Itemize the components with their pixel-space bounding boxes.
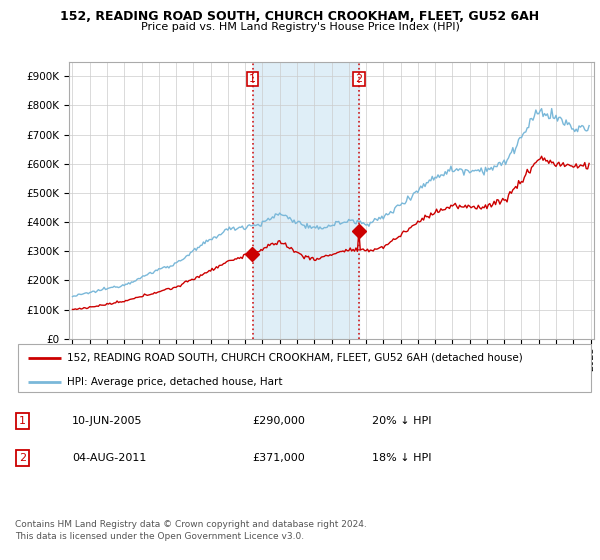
Text: £290,000: £290,000 <box>252 416 305 426</box>
Text: 04-AUG-2011: 04-AUG-2011 <box>72 453 146 463</box>
Text: HPI: Average price, detached house, Hart: HPI: Average price, detached house, Hart <box>67 376 282 386</box>
Text: 20% ↓ HPI: 20% ↓ HPI <box>372 416 431 426</box>
Text: 152, READING ROAD SOUTH, CHURCH CROOKHAM, FLEET, GU52 6AH: 152, READING ROAD SOUTH, CHURCH CROOKHAM… <box>61 10 539 23</box>
Text: Price paid vs. HM Land Registry's House Price Index (HPI): Price paid vs. HM Land Registry's House … <box>140 22 460 32</box>
Text: This data is licensed under the Open Government Licence v3.0.: This data is licensed under the Open Gov… <box>15 532 304 541</box>
Text: 152, READING ROAD SOUTH, CHURCH CROOKHAM, FLEET, GU52 6AH (detached house): 152, READING ROAD SOUTH, CHURCH CROOKHAM… <box>67 353 523 363</box>
Text: 10-JUN-2005: 10-JUN-2005 <box>72 416 143 426</box>
Text: 1: 1 <box>19 416 26 426</box>
Text: £371,000: £371,000 <box>252 453 305 463</box>
Bar <box>253 62 359 339</box>
FancyBboxPatch shape <box>18 344 591 392</box>
Text: 2: 2 <box>355 74 362 84</box>
Text: 18% ↓ HPI: 18% ↓ HPI <box>372 453 431 463</box>
Text: 1: 1 <box>249 74 256 84</box>
Text: Contains HM Land Registry data © Crown copyright and database right 2024.: Contains HM Land Registry data © Crown c… <box>15 520 367 529</box>
Text: 2: 2 <box>19 453 26 463</box>
